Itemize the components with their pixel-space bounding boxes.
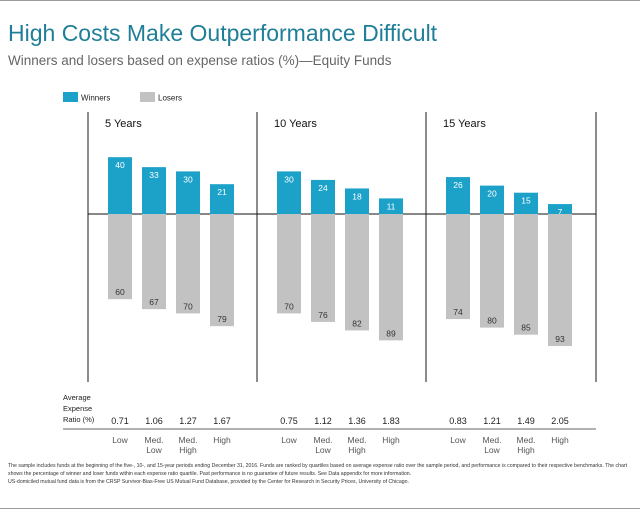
category-label: Med. bbox=[314, 435, 333, 445]
bar-losers bbox=[210, 214, 234, 327]
bar-label-losers: 89 bbox=[386, 328, 396, 338]
category-label: High bbox=[517, 445, 535, 455]
bar-losers bbox=[548, 214, 572, 347]
bar-losers bbox=[142, 214, 166, 310]
bar-winners bbox=[210, 184, 234, 214]
bar-label-winners: 20 bbox=[487, 189, 497, 199]
expense-ratio-value: 1.83 bbox=[382, 416, 400, 426]
top-rule bbox=[0, 0, 640, 1]
expense-ratio-value: 0.75 bbox=[280, 416, 298, 426]
bar-losers bbox=[176, 214, 200, 314]
bar-label-losers: 67 bbox=[149, 297, 159, 307]
bar-winners bbox=[142, 167, 166, 214]
category-label: High bbox=[348, 445, 366, 455]
bar-label-winners: 30 bbox=[183, 174, 193, 184]
bar-winners bbox=[277, 171, 301, 214]
bar-label-winners: 15 bbox=[521, 196, 531, 206]
panel-label: 15 Years bbox=[443, 118, 486, 130]
bar-label-losers: 60 bbox=[115, 287, 125, 297]
bar-label-winners: 26 bbox=[453, 180, 463, 190]
legend-label-losers: Losers bbox=[158, 94, 182, 103]
bar-label-winners: 21 bbox=[217, 187, 227, 197]
category-label: Med. bbox=[517, 435, 536, 445]
bar-losers bbox=[480, 214, 504, 328]
footnotes: The sample includes funds at the beginni… bbox=[8, 462, 630, 486]
category-label: Med. bbox=[483, 435, 502, 445]
expense-ratio-value: 1.67 bbox=[213, 416, 231, 426]
bar-label-winners: 40 bbox=[115, 160, 125, 170]
legend-swatch-losers bbox=[140, 92, 155, 102]
bottom-rule bbox=[0, 508, 640, 509]
bar-label-winners: 24 bbox=[318, 183, 328, 193]
panel-label: 10 Years bbox=[274, 118, 317, 130]
bar-label-losers: 79 bbox=[217, 314, 227, 324]
category-label: Low bbox=[112, 435, 128, 445]
bar-label-losers: 70 bbox=[284, 301, 294, 311]
bar-losers bbox=[514, 214, 538, 335]
bar-label-losers: 80 bbox=[487, 316, 497, 326]
bar-winners bbox=[480, 185, 504, 214]
bar-label-losers: 93 bbox=[555, 334, 565, 344]
bar-winners bbox=[311, 179, 335, 214]
bar-label-winners: 11 bbox=[387, 201, 396, 211]
expense-ratio-value: 1.12 bbox=[314, 416, 332, 426]
category-label: Med. bbox=[179, 435, 198, 445]
expense-ratio-value: 1.27 bbox=[179, 416, 197, 426]
footnote-1: The sample includes funds at the beginni… bbox=[8, 463, 628, 477]
bar-losers bbox=[277, 214, 301, 314]
category-label: Med. bbox=[145, 435, 164, 445]
bar-label-losers: 74 bbox=[453, 307, 463, 317]
row-label: Expense bbox=[63, 404, 92, 413]
bar-losers bbox=[446, 214, 470, 320]
category-label: Low bbox=[315, 445, 331, 455]
bar-winners bbox=[108, 157, 132, 214]
expense-ratio-value: 1.06 bbox=[145, 416, 163, 426]
bar-winners bbox=[345, 188, 369, 214]
footnote-2: US-domiciled mutual fund data is from th… bbox=[8, 479, 409, 485]
legend-label-winners: Winners bbox=[81, 94, 110, 103]
bar-losers bbox=[108, 214, 132, 300]
category-label: High bbox=[382, 435, 400, 445]
bar-losers bbox=[345, 214, 369, 331]
bar-label-losers: 85 bbox=[521, 323, 531, 333]
bar-losers bbox=[311, 214, 335, 322]
expense-ratio-value: 1.36 bbox=[348, 416, 366, 426]
bar-label-losers: 70 bbox=[183, 301, 193, 311]
bar-chart: Winners Losers 5 Years 40 60 0.71 Low 33 67 1.06 M… bbox=[63, 92, 597, 455]
bar-winners bbox=[514, 192, 538, 214]
category-label: Low bbox=[484, 445, 500, 455]
expense-ratio-value: 1.21 bbox=[483, 416, 501, 426]
bar-winners bbox=[446, 177, 470, 214]
expense-ratio-value: 2.05 bbox=[551, 416, 569, 426]
category-label: Low bbox=[146, 445, 162, 455]
bar-label-winners: 18 bbox=[352, 191, 362, 201]
bar-label-losers: 82 bbox=[352, 318, 362, 328]
row-label: Average bbox=[63, 393, 91, 402]
category-label: High bbox=[179, 445, 197, 455]
bar-winners bbox=[379, 198, 403, 214]
bar-winners bbox=[548, 204, 572, 214]
chart-subtitle: Winners and losers based on expense rati… bbox=[8, 53, 392, 68]
category-label: Low bbox=[281, 435, 297, 445]
legend-swatch-winners bbox=[63, 92, 78, 102]
expense-ratio-value: 0.71 bbox=[111, 416, 129, 426]
row-label: Ratio (%) bbox=[63, 415, 95, 424]
category-label: Med. bbox=[348, 435, 367, 445]
bar-losers bbox=[379, 214, 403, 341]
expense-ratio-value: 0.83 bbox=[449, 416, 467, 426]
bar-label-losers: 76 bbox=[318, 310, 328, 320]
bar-label-winners: 7 bbox=[558, 207, 563, 217]
bar-label-winners: 33 bbox=[149, 170, 159, 180]
category-label: High bbox=[551, 435, 569, 445]
category-label: High bbox=[213, 435, 231, 445]
bar-label-winners: 30 bbox=[284, 174, 294, 184]
chart-title: High Costs Make Outperformance Difficult bbox=[8, 20, 438, 46]
category-label: Low bbox=[450, 435, 466, 445]
expense-ratio-value: 1.49 bbox=[517, 416, 535, 426]
panel-label: 5 Years bbox=[105, 118, 142, 130]
bar-winners bbox=[176, 171, 200, 214]
